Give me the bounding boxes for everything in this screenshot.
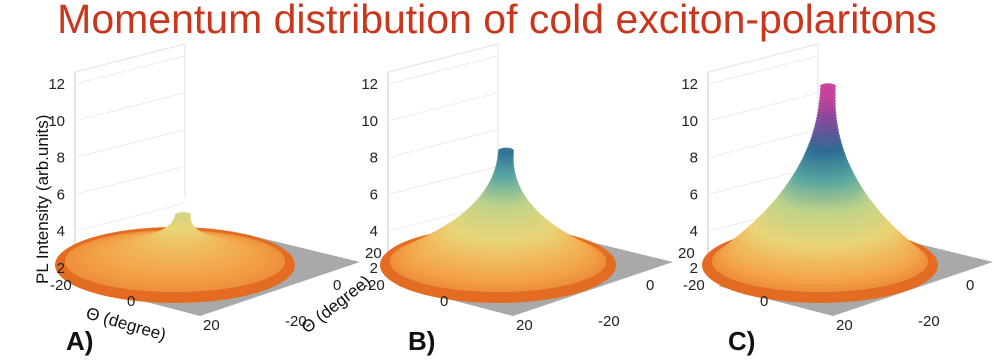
grid-line [74,92,186,122]
surface-slice [175,212,191,218]
x-tick-label: -20 [683,277,705,294]
z-tick-label: 12 [361,76,378,93]
surface-slice [498,147,514,154]
z-tick-label: 8 [57,150,65,167]
x-tick-label: 20 [836,317,853,334]
surface-panel-2: 2 4 6 8 10 12 -20 0 20 20 0 -20 B) [361,43,695,356]
grid-line [707,55,819,85]
y-tick-label: 20 [678,245,695,262]
grid-line [74,202,186,232]
grid-line [707,129,819,159]
z-tick-label: 8 [690,150,698,167]
z-tick-label: 4 [57,223,65,240]
y-tick-label: -20 [918,313,940,330]
x-tick-label: 20 [516,317,533,334]
panel-label: C) [728,326,755,356]
z-tick-label: 8 [370,150,378,167]
z-tick-label: 2 [370,260,378,277]
z-tick-label: 6 [370,186,378,203]
y-tick-label: 0 [966,277,974,294]
y-tick-label: 0 [646,277,654,294]
x-tick-label: 0 [440,293,448,310]
z-axis-title: PL Intensity (arb.units) [33,115,52,284]
z-tick-label: 4 [370,223,378,240]
grid-line [74,165,186,195]
grid-line [707,92,819,122]
surface-panel-3: 2 4 6 8 10 12 -20 0 20 20 0 -20 C) [681,43,993,356]
y-tick-label: -20 [285,313,307,330]
x-tick-label: 0 [127,293,135,310]
x-tick-label: 20 [203,317,220,334]
page-title: Momentum distribution of cold exciton-po… [57,0,937,42]
z-tick-label: 2 [690,260,698,277]
x-tick-label: -20 [363,277,385,294]
surface-slice [820,83,836,90]
z-tick-label: 12 [681,76,698,93]
grid-line [387,92,499,122]
back-edge-line [707,43,819,73]
z-tick-label: 6 [690,186,698,203]
x-tick-label: 0 [760,293,768,310]
z-tick-label: 12 [48,76,65,93]
z-tick-label: 6 [57,186,65,203]
panel-label: B) [408,326,435,356]
z-tick-label: 10 [361,113,378,130]
z-tick-label: 2 [57,260,65,277]
y-tick-label: -20 [598,313,620,330]
surface-panel-1: 2 4 6 8 10 12 -20 0 20 20 0 -20 A) PL Intensity (arb.… [33,43,382,356]
z-tick-label: 10 [681,113,698,130]
back-edge-line [387,43,499,73]
grid-line [387,55,499,85]
y-tick-label: 20 [365,245,382,262]
z-tick-label: 4 [690,223,698,240]
grid-line [74,55,186,85]
panel-label: A) [66,326,93,356]
back-edge-line [74,43,186,73]
grid-line [387,165,499,195]
grid-line [387,129,499,159]
x-tick-label: -20 [50,277,72,294]
z-tick-label: 10 [48,113,65,130]
y-tick-label: 0 [333,277,341,294]
grid-line [74,129,186,159]
